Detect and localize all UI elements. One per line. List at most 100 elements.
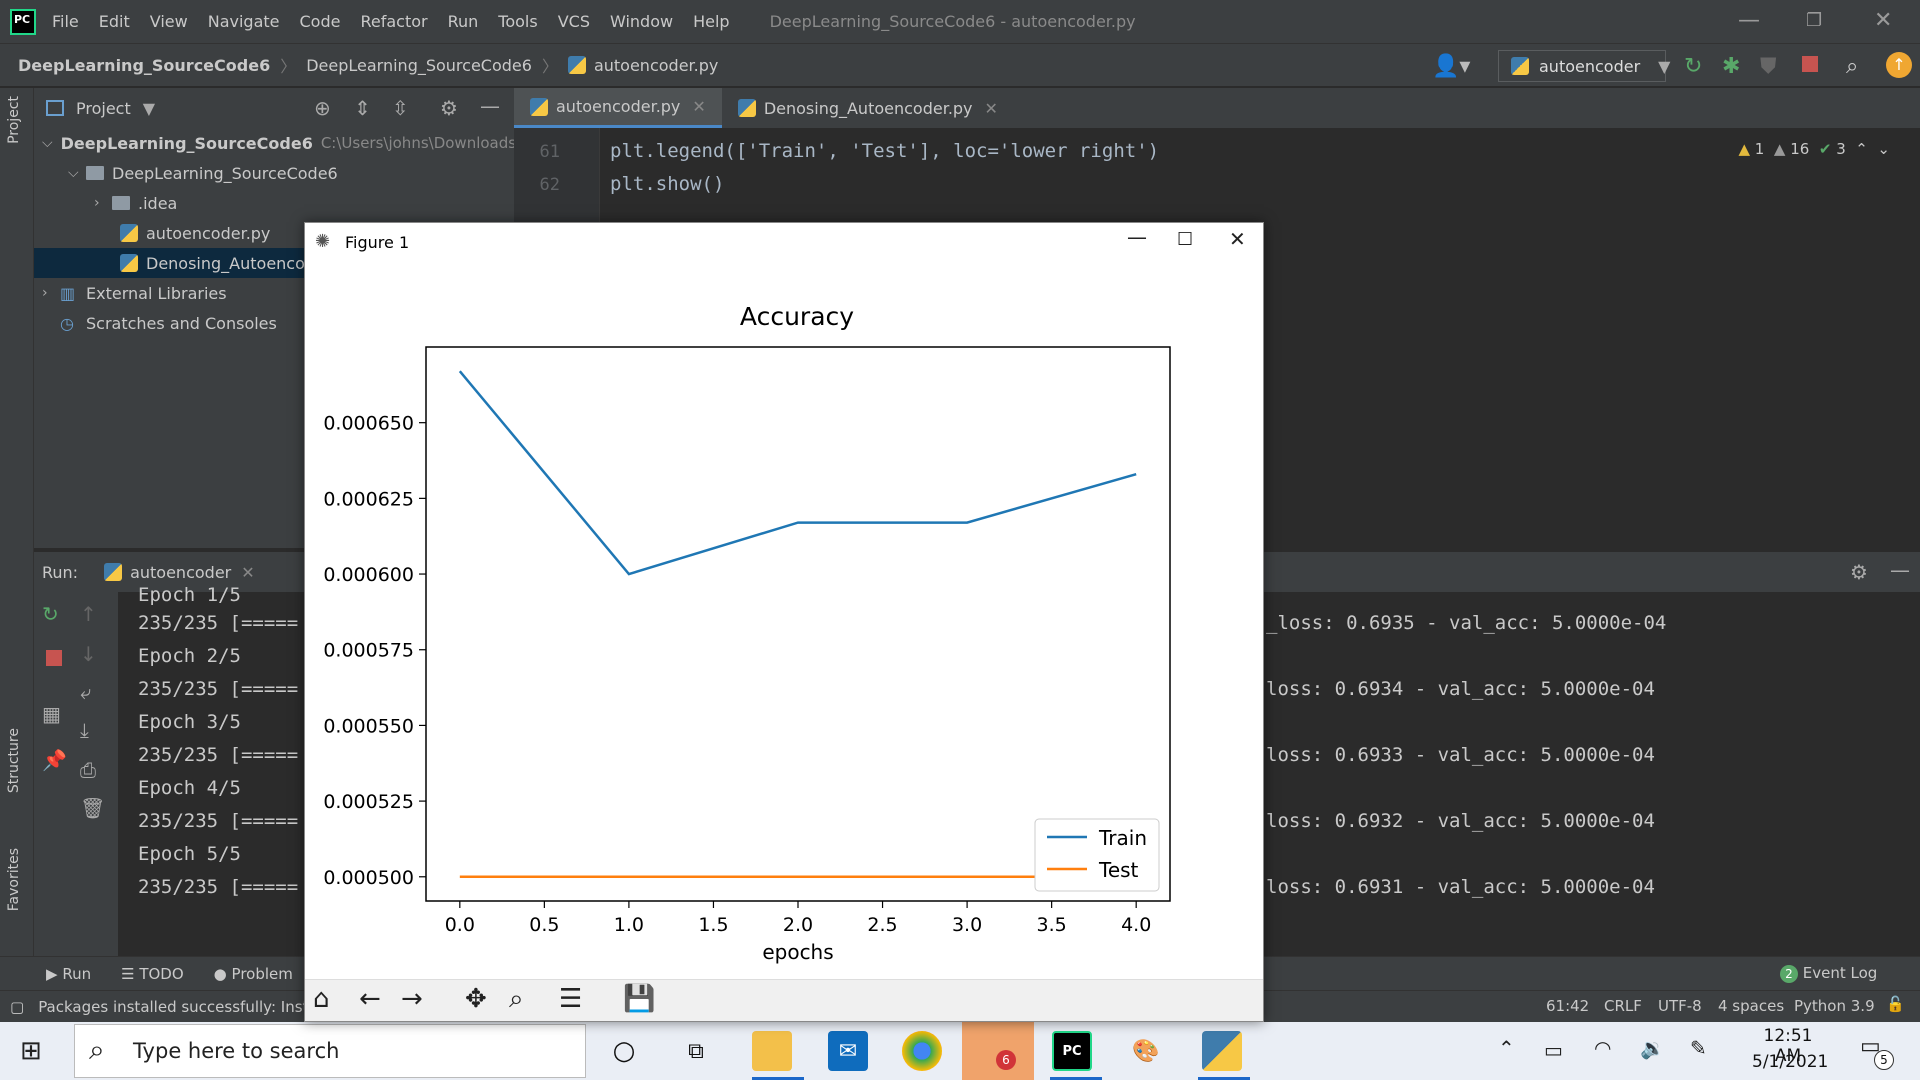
search-icon[interactable]: ⌕ <box>1846 54 1859 79</box>
tree-item-autoencoder[interactable]: autoencoder.py <box>34 218 514 248</box>
lock-icon[interactable]: 🔓 <box>1886 995 1905 1013</box>
problems-tool-tab[interactable]: ● Problem <box>214 965 293 983</box>
python-taskbar-icon[interactable] <box>1202 1031 1242 1071</box>
soft-wrap-icon[interactable]: ⤶ <box>80 680 92 704</box>
caret-position[interactable]: 61:42 <box>1546 997 1590 1015</box>
back-icon[interactable]: ← <box>359 984 381 1014</box>
arrow-up-icon[interactable]: ↑ <box>80 602 97 626</box>
trash-icon[interactable]: 🗑 <box>80 796 106 820</box>
zoom-icon[interactable]: ⌕ <box>509 984 524 1014</box>
chevron-up-icon[interactable]: ⌃ <box>1855 140 1868 158</box>
windows-start-icon[interactable]: ⊞ <box>20 1036 42 1066</box>
breadcrumb-project[interactable]: DeepLearning_SourceCode6 <box>18 55 271 75</box>
dropdown-arrow-icon[interactable]: ▼ <box>142 98 156 118</box>
tab-denoising-autoencoder[interactable]: Denosing_Autoencoder.py ✕ <box>722 88 1014 128</box>
battery-icon[interactable]: ▭ <box>1544 1038 1563 1062</box>
line-separator[interactable]: CRLF <box>1604 997 1642 1015</box>
clock-time[interactable]: 12:51 AM <box>1763 1026 1813 1066</box>
menu-vcs[interactable]: VCS <box>557 12 590 31</box>
layout-icon[interactable]: ▦ <box>42 702 61 726</box>
status-toggle-icon[interactable]: ▢ <box>10 997 25 1016</box>
save-icon[interactable]: 💾 <box>623 984 656 1014</box>
pycharm-taskbar-icon[interactable]: PC <box>1052 1031 1092 1071</box>
tree-item-project-root[interactable]: ⌵ DeepLearning_SourceCode6 C:\Users\johns\… <box>34 128 526 158</box>
code-line[interactable]: plt.show() <box>610 173 725 195</box>
menu-code[interactable]: Code <box>299 12 341 31</box>
status-message[interactable]: Packages installed successfully: Install… <box>38 997 336 1016</box>
collapse-all-icon[interactable]: ⇳ <box>392 96 409 120</box>
arrow-down-icon[interactable]: ↓ <box>80 642 97 666</box>
menu-navigate[interactable]: Navigate <box>207 12 280 31</box>
teams-icon[interactable]: 6 <box>962 1022 1034 1080</box>
taskbar-search-box[interactable]: ⌕ Type here to search <box>74 1024 586 1078</box>
project-side-tab[interactable]: Project <box>6 96 22 144</box>
mail-icon[interactable]: ✉ <box>828 1031 868 1071</box>
task-view-icon[interactable]: ⧉ <box>688 1038 704 1064</box>
menu-help[interactable]: Help <box>693 12 730 31</box>
update-icon[interactable]: ↑ <box>1886 52 1912 78</box>
tree-item-idea[interactable]: › .idea <box>34 188 514 218</box>
print-icon[interactable]: ⎙ <box>80 758 96 782</box>
coverage-icon[interactable]: ⛊ <box>1760 54 1777 79</box>
user-icon[interactable]: 👤▾ <box>1432 54 1471 79</box>
tree-item-external-libraries[interactable]: › ▥ External Libraries <box>34 278 514 308</box>
run-configuration-select[interactable]: autoencoder ▼ <box>1498 50 1670 82</box>
clock-date[interactable]: 5/1/2021 <box>1752 1052 1829 1072</box>
rerun-icon[interactable]: ↻ <box>1684 54 1703 79</box>
gear-icon[interactable]: ⚙ <box>440 96 458 120</box>
menu-view[interactable]: View <box>149 12 188 31</box>
hide-icon[interactable]: — <box>1890 558 1910 582</box>
breadcrumb-folder[interactable]: DeepLearning_SourceCode6 <box>306 55 532 75</box>
code-line[interactable]: plt.legend(['Train', 'Test'], loc='lower… <box>610 140 1160 162</box>
tree-item-scratches[interactable]: ◷ Scratches and Consoles <box>34 308 514 338</box>
project-panel-title[interactable]: Project <box>76 98 131 118</box>
close-tab-icon[interactable]: ✕ <box>241 562 255 582</box>
todo-tool-tab[interactable]: ☰ TODO <box>121 965 184 983</box>
wifi-icon[interactable]: ◠ <box>1594 1036 1612 1060</box>
configure-subplots-icon[interactable]: ☰ <box>559 984 583 1014</box>
menu-edit[interactable]: Edit <box>98 12 130 31</box>
expand-all-icon[interactable]: ⇕ <box>354 96 371 120</box>
pin-icon[interactable]: 📌 <box>42 748 67 772</box>
menu-tools[interactable]: Tools <box>498 12 538 31</box>
forward-icon[interactable]: → <box>401 984 423 1014</box>
pen-icon[interactable]: ✎ <box>1690 1036 1707 1060</box>
pan-icon[interactable]: ✥ <box>465 984 487 1014</box>
chevron-down-icon[interactable]: ⌄ <box>1877 140 1890 158</box>
event-log-tab[interactable]: 2 Event Log <box>1780 964 1877 983</box>
minimize-icon[interactable]: — <box>1738 8 1760 33</box>
breadcrumb-file[interactable]: autoencoder.py <box>593 55 719 75</box>
debug-icon[interactable]: ✱ <box>1722 54 1741 79</box>
home-icon[interactable]: ⌂ <box>313 984 330 1014</box>
stop-icon[interactable] <box>1802 56 1818 72</box>
tab-autoencoder[interactable]: autoencoder.py ✕ <box>514 88 722 128</box>
close-icon[interactable]: ✕ <box>1874 8 1893 33</box>
menu-refactor[interactable]: Refactor <box>360 12 428 31</box>
structure-side-tab[interactable]: Structure <box>6 728 22 794</box>
indent-setting[interactable]: 4 spaces <box>1718 997 1785 1015</box>
gear-icon[interactable]: ⚙ <box>1850 560 1868 584</box>
chrome-icon[interactable] <box>902 1031 942 1071</box>
run-tab-label[interactable]: autoencoder <box>130 562 232 582</box>
close-icon[interactable]: ✕ <box>1229 227 1246 251</box>
paint-icon[interactable]: 🎨 <box>1132 1038 1160 1064</box>
stop-icon[interactable] <box>46 650 62 666</box>
inspection-widget[interactable]: ▲ 1 ▲ 16 ✔ 3 ⌃ ⌄ <box>1738 140 1890 158</box>
rerun-icon[interactable]: ↻ <box>42 602 59 626</box>
locate-icon[interactable]: ⊕ <box>314 96 331 120</box>
menu-run[interactable]: Run <box>447 12 479 31</box>
run-tool-tab[interactable]: ▶ Run <box>46 965 91 983</box>
cortana-icon[interactable]: ○ <box>612 1036 636 1066</box>
volume-icon[interactable]: 🔉 <box>1640 1036 1665 1060</box>
menu-window[interactable]: Window <box>609 12 674 31</box>
maximize-icon[interactable]: ☐ <box>1177 229 1194 250</box>
minimize-icon[interactable]: — <box>1127 225 1147 249</box>
menu-file[interactable]: File <box>52 12 79 31</box>
file-encoding[interactable]: UTF-8 <box>1658 997 1702 1015</box>
tree-item-subfolder[interactable]: ⌵ DeepLearning_SourceCode6 <box>34 158 514 188</box>
chevron-up-icon[interactable]: ⌃ <box>1498 1036 1515 1060</box>
scroll-to-end-icon[interactable]: ⤓ <box>80 718 89 742</box>
python-interpreter[interactable]: Python 3.9 <box>1794 997 1875 1015</box>
hide-icon[interactable]: — <box>480 94 500 118</box>
close-tab-icon[interactable]: ✕ <box>984 98 998 118</box>
